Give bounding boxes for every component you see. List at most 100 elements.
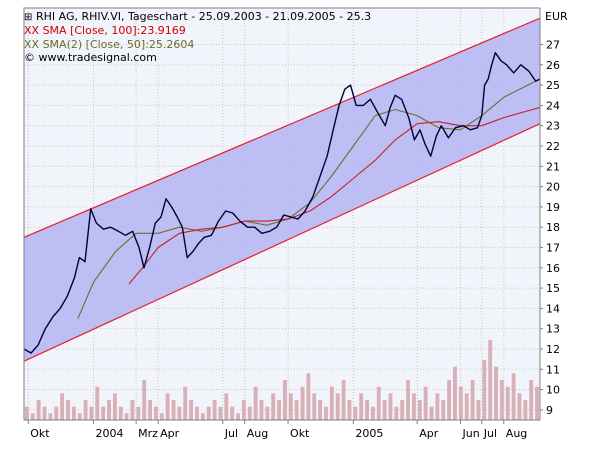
volume-bar [154,406,158,420]
volume-bar [353,406,358,420]
volume-bar [365,400,369,420]
volume-bar [400,400,405,420]
volume-bar [183,386,188,420]
volume-bar [406,380,410,420]
volume-bar [441,400,446,420]
volume-bar [511,373,516,420]
volume-bar [95,386,100,420]
chart-plus-icon[interactable]: ⊞ [24,12,33,23]
volume-bar [517,393,522,420]
volume-bar [159,413,164,420]
volume-bar [300,386,305,420]
y-tick-label: 25 [546,79,560,92]
x-tick-label: Aug [506,427,527,440]
volume-bar [89,406,94,420]
series-lines [23,52,541,354]
volume-bar [435,393,440,420]
y-tick-label: 16 [546,262,560,275]
volume-bar [259,400,264,420]
volume-bar [265,406,270,420]
x-tick-label: Aug [247,427,268,440]
volume-bar [218,406,223,420]
volume-bar [224,393,229,420]
volume-bar [60,393,65,420]
y-tick-label: 12 [546,343,560,356]
volume-bar [294,400,299,420]
currency-label: EUR [545,10,568,23]
volume-bar [341,380,346,420]
volume-bar [388,393,393,420]
volume-bar [347,400,352,420]
volume-bar [54,406,59,420]
volume-bar [523,400,528,420]
volume-bar [464,393,469,420]
trend-channel [23,17,541,362]
volume-bar [453,366,457,420]
y-axis: 9 10 11 12 13 14 15 16 17 18 19 20 21 22 23 24 25 26 27 [540,39,560,417]
volume-bar [206,406,211,420]
chart-title-text: RHI AG, RHIV.VI, Tageschart - 25.09.2003… [36,10,372,23]
volume-bar [423,386,428,420]
volume-bar [130,400,135,420]
volume-bar [107,400,111,420]
channel-upper-line [23,17,541,238]
volume-bar [494,366,498,420]
volume-bar [359,393,364,420]
volume-bar [189,400,194,420]
volume-bar [25,406,29,420]
copyright-text: © www.tradesignal.com [24,51,157,64]
sma50-label: SMA(2) [Close, 50]:25.2604 [42,38,195,51]
volume-bar [447,380,452,420]
volume-bar [470,380,475,420]
y-tick-label: 13 [546,323,560,336]
volume-bar [241,400,246,420]
volume-bar [195,406,199,420]
sma50-marker: XX [24,38,40,51]
volume-bar [142,380,147,420]
x-tick-label: Mrz [138,427,158,440]
volume-bar [148,400,152,420]
volume-bar [30,413,35,420]
channel-fill [24,18,540,362]
volume-bar [200,413,205,420]
volume-bars [25,340,539,420]
sma100-marker: XX [24,24,40,37]
x-tick-label: Apr [419,427,439,440]
volume-bar [382,400,387,420]
x-tick-label: Jul [483,427,497,440]
y-tick-label: 27 [546,39,560,52]
volume-bar [488,340,493,420]
volume-bar [253,386,258,420]
x-tick-label: 2004 [96,427,124,440]
y-tick-label: 10 [546,384,560,397]
y-tick-label: 18 [546,221,560,234]
volume-bar [288,393,293,420]
volume-bar [412,393,416,420]
x-tick-label: Apr [160,427,180,440]
volume-bar [48,413,53,420]
volume-bar [171,400,176,420]
volume-bar [505,386,510,420]
x-tick-label: Okt [30,427,50,440]
legend-sma50: XX SMA(2) [Close, 50]:25.2604 [24,38,194,51]
volume-bar [277,400,281,420]
volume-bar [417,400,422,420]
x-tick-label: Okt [290,427,310,440]
volume-bar [36,400,41,420]
y-tick-label: 24 [546,99,560,112]
y-tick-label: 21 [546,160,560,173]
volume-bar [247,406,252,420]
x-tick-label: 2005 [355,427,383,440]
volume-bar [499,380,504,420]
volume-bar [124,413,129,420]
volume-bar [71,406,76,420]
volume-bar [535,386,539,420]
y-tick-label: 17 [546,241,560,254]
plot-frame [23,7,541,421]
volume-bar [83,400,88,420]
series-line-sma50 [77,78,541,319]
y-tick-label: 26 [546,59,560,72]
volume-bar [236,413,240,420]
